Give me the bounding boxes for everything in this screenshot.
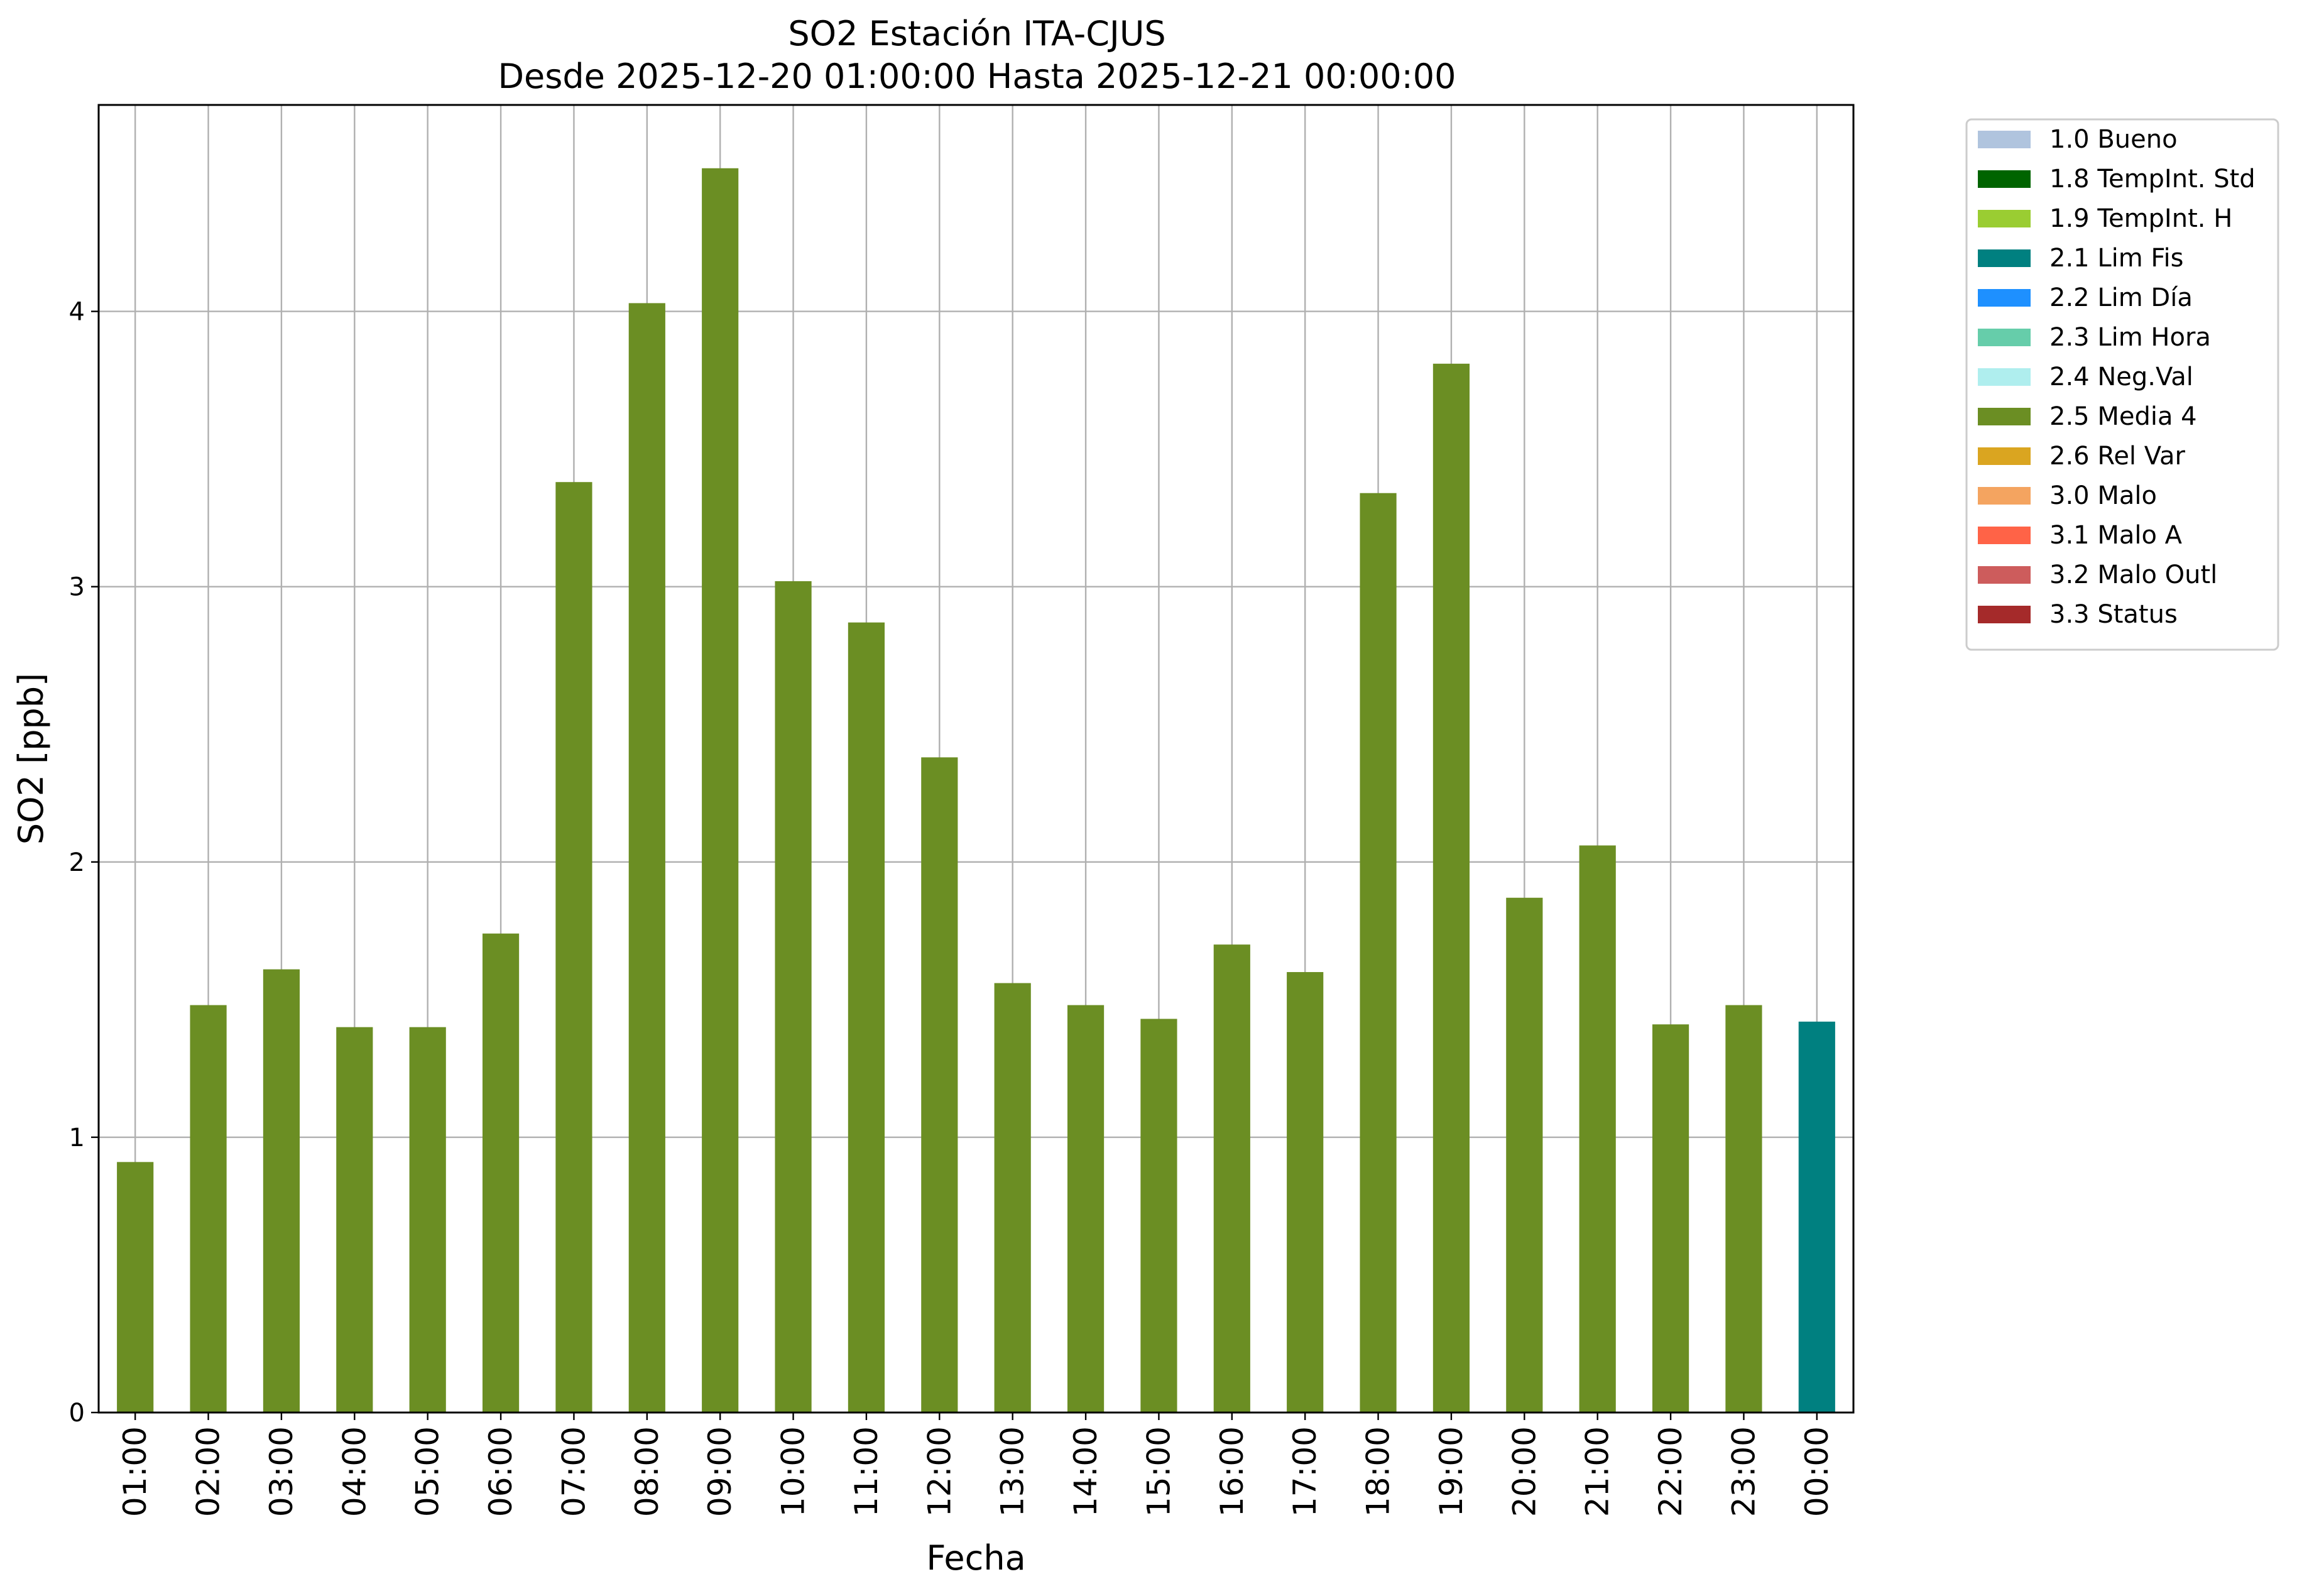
y-tick-label: 1: [69, 1123, 85, 1152]
x-tick-label: 19:00: [1433, 1426, 1470, 1517]
legend-label: 1.8 TempInt. Std: [2049, 165, 2256, 194]
x-tick-label: 18:00: [1360, 1426, 1397, 1517]
legend-label: 2.4 Neg.Val: [2049, 363, 2193, 391]
x-tick-label: 08:00: [629, 1426, 665, 1517]
chart-title: SO2 Estación ITA-CJUS: [788, 14, 1165, 53]
x-tick-label: 10:00: [775, 1426, 812, 1517]
bar-0900: [702, 168, 739, 1413]
bar-1200: [921, 757, 958, 1413]
legend-swatch: [1978, 329, 2031, 346]
bar-2200: [1652, 1024, 1689, 1413]
x-tick-label: 05:00: [410, 1426, 446, 1517]
bar-0400: [336, 1027, 373, 1413]
x-tick-label: 01:00: [117, 1426, 153, 1517]
x-tick-label: 03:00: [263, 1426, 300, 1517]
x-tick-label: 11:00: [848, 1426, 885, 1517]
legend-frame: [1965, 118, 2279, 651]
x-axis-label: Fecha: [926, 1538, 1025, 1578]
x-tick-label: 23:00: [1725, 1426, 1762, 1517]
legend-label: 2.6 Rel Var: [2049, 442, 2186, 471]
bar-0600: [482, 933, 520, 1413]
bars: [117, 168, 1835, 1413]
bar-1800: [1360, 493, 1397, 1413]
bar-1400: [1067, 1005, 1105, 1413]
bar-0100: [117, 1162, 154, 1413]
legend-label: 2.2 Lim Día: [2049, 283, 2193, 312]
legend-swatch: [1978, 249, 2031, 267]
bar-1100: [848, 622, 885, 1413]
x-tick-label: 06:00: [483, 1426, 519, 1517]
plot-area-frame: [97, 104, 1855, 1414]
x-tick-label: 21:00: [1580, 1426, 1616, 1517]
bar-0000: [1798, 1021, 1835, 1413]
x-tick-label: 04:00: [336, 1426, 373, 1517]
legend-label: 3.0 Malo: [2049, 481, 2157, 510]
bar-0300: [263, 969, 300, 1413]
x-tick-label: 12:00: [921, 1426, 958, 1517]
bar-1000: [775, 581, 812, 1413]
legend-label: 3.2 Malo Outl: [2049, 560, 2217, 589]
legend-label: 2.3 Lim Hora: [2049, 323, 2211, 352]
y-tick-label: 3: [69, 573, 85, 602]
x-tick-label: 09:00: [702, 1426, 738, 1517]
bar-2000: [1506, 897, 1543, 1413]
legend-swatch: [1978, 368, 2031, 386]
x-tick-label: 16:00: [1214, 1426, 1250, 1517]
bar-0200: [190, 1005, 227, 1413]
x-axis: 01:00 02:00 03:00 04:00 05:00 06:00 07:00 08:00…: [117, 1413, 1835, 1517]
bar-0700: [555, 482, 592, 1413]
bar-2100: [1579, 845, 1616, 1413]
bar-1700: [1287, 972, 1324, 1413]
y-axis: 0 1 2 3 4: [69, 298, 99, 1428]
y-tick-label: 4: [69, 298, 85, 327]
legend-label: 3.3 Status: [2049, 600, 2178, 629]
legend-label: 2.1 Lim Fis: [2049, 244, 2183, 273]
x-tick-label: 17:00: [1287, 1426, 1323, 1517]
legend-label: 3.1 Malo A: [2049, 521, 2183, 550]
x-tick-label: 02:00: [190, 1426, 227, 1517]
x-tick-label: 00:00: [1799, 1426, 1835, 1517]
legend-label: 1.9 TempInt. H: [2049, 204, 2232, 233]
x-tick-label: 14:00: [1067, 1426, 1104, 1517]
legend-swatch: [1978, 487, 2031, 505]
bar-1300: [994, 983, 1031, 1413]
bar-0800: [628, 303, 665, 1413]
bar-1600: [1213, 944, 1250, 1413]
bar-0500: [409, 1027, 446, 1413]
legend-swatch: [1978, 566, 2031, 584]
x-tick-label: 13:00: [995, 1426, 1031, 1517]
legend: 1.0 Bueno 1.8 TempInt. Std 1.9 TempInt. H 2…: [1965, 118, 2279, 651]
bar-1500: [1140, 1019, 1177, 1413]
legend-swatch: [1978, 289, 2031, 307]
chart-subtitle: Desde 2025-12-20 01:00:00 Hasta 2025-12-…: [498, 57, 1456, 96]
x-tick-label: 22:00: [1652, 1426, 1689, 1517]
legend-swatch: [1978, 170, 2031, 188]
x-tick-label: 07:00: [555, 1426, 592, 1517]
legend-swatch: [1978, 527, 2031, 544]
legend-swatch: [1978, 447, 2031, 465]
legend-swatch: [1978, 606, 2031, 623]
x-tick-label: 15:00: [1140, 1426, 1177, 1517]
x-tick-label: 20:00: [1506, 1426, 1542, 1517]
y-tick-label: 2: [69, 848, 85, 877]
legend-swatch: [1978, 408, 2031, 425]
y-axis-label: SO2 [ppb]: [11, 673, 51, 844]
legend-label: 2.5 Media 4: [2049, 402, 2197, 431]
bar-1900: [1432, 363, 1470, 1413]
legend-swatch: [1978, 131, 2031, 148]
legend-swatch: [1978, 210, 2031, 227]
bar-2300: [1725, 1005, 1762, 1413]
y-tick-label: 0: [69, 1399, 85, 1428]
legend-label: 1.0 Bueno: [2049, 125, 2178, 154]
